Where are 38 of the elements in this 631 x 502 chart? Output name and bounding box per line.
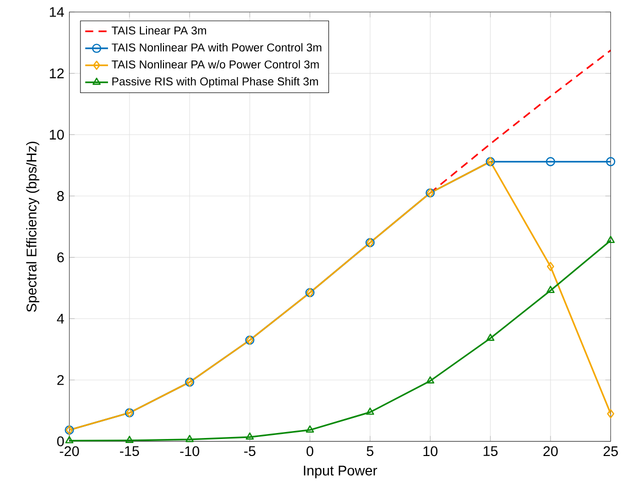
legend-label: TAIS Linear PA 3m [112,26,206,34]
y-tick-label: 4 [56,314,64,324]
legend-label: Passive RIS with Optimal Phase Shift 3m [112,77,318,88]
point [486,334,494,341]
x-tick-label: 0 [306,446,314,456]
x-tick-label: 10 [424,446,438,456]
point [606,236,615,244]
x-tick-label: -15 [120,446,140,456]
x-tick-label: 25 [604,446,618,456]
y-tick-label: 12 [50,68,64,78]
point [125,436,134,443]
x-tick-label: 15 [484,446,498,456]
x-axis-title: Input Power [304,466,378,478]
point [607,409,614,418]
legend-label: TAIS Nonlinear PA w/o Power Control 3m [112,60,319,68]
point [426,376,434,384]
y-tick-label: 2 [57,375,64,385]
point [306,425,314,433]
point [546,157,556,166]
point [65,436,74,444]
x-tick-label: 20 [543,446,558,456]
point [546,286,555,294]
legend-label: TAIS Nonlinear PA with Power Control 3m [112,43,322,52]
point [186,434,194,442]
y-axis-title: Spectral Efficiency (bps/Hz) [26,142,40,312]
point [366,408,374,415]
y-tick-label: 8 [57,191,64,201]
x-tick-label: 5 [366,446,374,456]
x-tick-label: -5 [244,446,256,456]
point [546,262,554,272]
y-tick-label: 14 [50,7,64,17]
point [606,157,616,166]
y-tick-label: 10 [50,130,64,140]
y-tick-label: 0 [57,436,64,446]
y-tick-label: 6 [57,252,64,262]
point [246,432,254,440]
x-tick-label: -10 [180,446,200,456]
x-tick-label: -20 [60,446,79,456]
